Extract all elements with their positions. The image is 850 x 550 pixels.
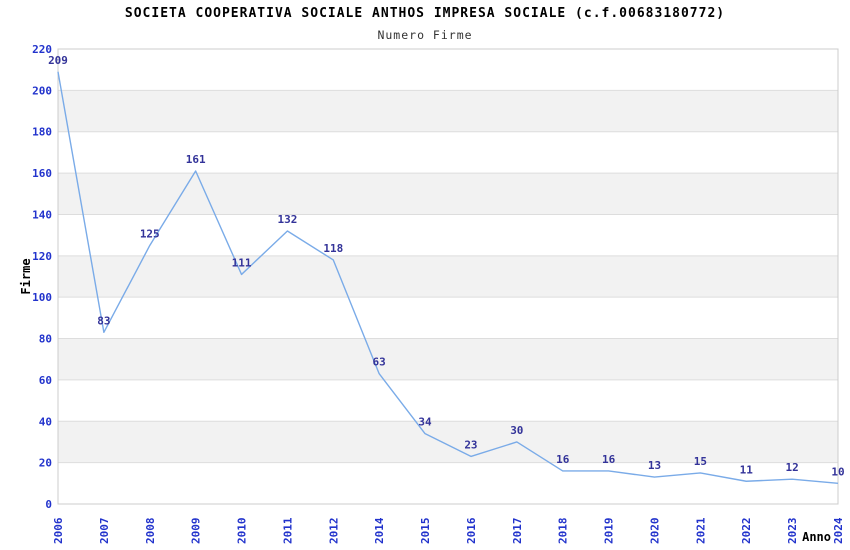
x-tick-label: 2011 bbox=[281, 517, 294, 544]
grid-band bbox=[58, 255, 838, 298]
value-label: 16 bbox=[602, 453, 616, 466]
x-tick-label: 2017 bbox=[511, 518, 524, 545]
plot-border bbox=[57, 48, 839, 505]
x-axis-title: Anno bbox=[802, 530, 831, 544]
value-label: 10 bbox=[831, 465, 844, 478]
value-label: 118 bbox=[323, 242, 343, 255]
y-tick-label: 200 bbox=[32, 84, 52, 97]
y-tick-label: 180 bbox=[32, 126, 52, 139]
y-tick-label: 140 bbox=[32, 208, 52, 221]
grid-band bbox=[58, 421, 838, 463]
x-tick-label: 2024 bbox=[832, 517, 845, 544]
x-tick-label: 2009 bbox=[190, 518, 203, 545]
x-tick-label: 2014 bbox=[373, 517, 386, 544]
data-line bbox=[57, 71, 839, 485]
y-tick-label: 80 bbox=[39, 333, 52, 346]
grid-band bbox=[58, 173, 838, 215]
x-tick-label: 2018 bbox=[557, 518, 570, 545]
x-tick-label: 2006 bbox=[52, 517, 65, 544]
y-tick-label: 60 bbox=[39, 374, 52, 387]
x-tick-label: 2007 bbox=[98, 518, 111, 545]
x-tick-label: 2020 bbox=[648, 518, 661, 545]
x-tick-label: 2022 bbox=[740, 518, 753, 545]
x-tick-label: 2023 bbox=[786, 518, 799, 545]
y-tick-label: 40 bbox=[39, 415, 52, 428]
grid-band bbox=[58, 90, 838, 132]
y-tick-label: 100 bbox=[32, 291, 52, 304]
x-tick-label: 2010 bbox=[236, 518, 249, 545]
value-label: 161 bbox=[186, 153, 206, 166]
x-tick-label: 2015 bbox=[419, 518, 432, 545]
y-axis-title: Firme bbox=[19, 258, 33, 294]
x-tick-label: 2008 bbox=[144, 518, 157, 545]
value-label: 132 bbox=[277, 213, 297, 226]
value-label: 83 bbox=[97, 314, 110, 327]
value-label: 125 bbox=[140, 227, 160, 240]
value-label: 111 bbox=[232, 256, 252, 269]
y-tick-label: 160 bbox=[32, 167, 52, 180]
y-tick-label: 220 bbox=[32, 43, 52, 56]
y-tick-label: 20 bbox=[39, 457, 52, 470]
x-tick-label: 2019 bbox=[603, 518, 616, 545]
value-label: 23 bbox=[464, 438, 477, 451]
value-label: 63 bbox=[373, 356, 386, 369]
value-label: 12 bbox=[785, 461, 798, 474]
chart-subtitle: Numero Firme bbox=[377, 28, 473, 42]
chart-title: SOCIETA COOPERATIVA SOCIALE ANTHOS IMPRE… bbox=[124, 6, 726, 21]
x-tick-label: 2016 bbox=[465, 517, 478, 544]
grid-band bbox=[58, 338, 838, 380]
value-label: 16 bbox=[556, 453, 570, 466]
y-tick-label: 0 bbox=[45, 498, 52, 511]
y-tick-label: 120 bbox=[32, 250, 52, 263]
value-label: 13 bbox=[648, 459, 661, 472]
x-tick-label: 2012 bbox=[327, 518, 340, 545]
value-label: 30 bbox=[510, 424, 523, 437]
value-label: 11 bbox=[740, 463, 754, 476]
value-label: 209 bbox=[48, 54, 68, 67]
x-tick-label: 2021 bbox=[694, 517, 707, 544]
value-label: 34 bbox=[418, 416, 432, 429]
value-label: 15 bbox=[694, 455, 707, 468]
